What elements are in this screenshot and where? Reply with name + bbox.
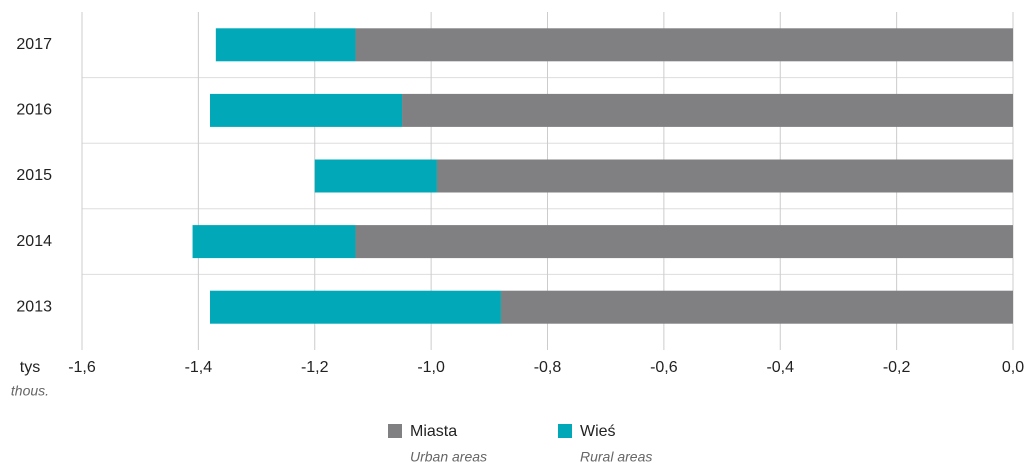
- x-tick-label: -0,4: [766, 359, 794, 376]
- bar: [436, 159, 1014, 193]
- x-tick-label: -0,2: [883, 359, 911, 376]
- x-tick-label: -1,0: [417, 359, 445, 376]
- bar: [210, 93, 403, 127]
- y-tick-label: 2014: [16, 233, 52, 250]
- x-axis-label: tys: [20, 359, 40, 376]
- x-tick-label: -1,2: [301, 359, 329, 376]
- bar: [314, 159, 437, 193]
- bar: [355, 28, 1013, 62]
- legend-label: Wieś: [580, 423, 616, 440]
- x-tick-label: -0,8: [534, 359, 562, 376]
- x-tick-label: -0,6: [650, 359, 678, 376]
- x-axis-sublabel: thous.: [11, 383, 49, 399]
- legend-swatch: [388, 424, 402, 438]
- bar: [402, 93, 1013, 127]
- legend-sublabel: Rural areas: [580, 449, 652, 465]
- bar: [500, 290, 1013, 324]
- y-tick-label: 2017: [16, 36, 52, 53]
- x-tick-label: -1,4: [185, 359, 213, 376]
- bar: [210, 290, 501, 324]
- bar: [355, 225, 1013, 259]
- x-tick-label: -1,6: [68, 359, 96, 376]
- bar: [192, 225, 356, 259]
- legend-swatch: [558, 424, 572, 438]
- y-tick-label: 2013: [16, 298, 52, 315]
- y-tick-label: 2015: [16, 167, 52, 184]
- y-tick-label: 2016: [16, 102, 52, 119]
- x-tick-label: 0,0: [1002, 359, 1024, 376]
- legend-sublabel: Urban areas: [410, 449, 487, 465]
- bar: [215, 28, 356, 62]
- legend-label: Miasta: [410, 423, 457, 440]
